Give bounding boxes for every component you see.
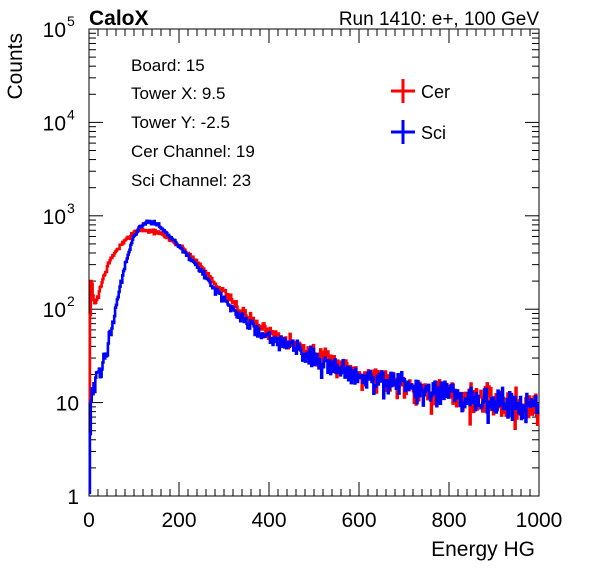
y-tick-label: 10 [43, 112, 66, 135]
info-line: Sci Channel: 23 [131, 171, 251, 190]
y-tick-label: 1 [67, 486, 79, 509]
legend: Cer Sci [391, 79, 450, 144]
x-tick-label: 600 [341, 509, 376, 532]
legend-label-sci: Sci [421, 123, 446, 143]
x-tick-label: 400 [251, 509, 286, 532]
y-tick-exponent: 2 [67, 293, 75, 309]
y-tick-exponent: 4 [67, 106, 75, 122]
x-tick-label: 800 [431, 509, 466, 532]
x-tick-label: 0 [83, 509, 95, 532]
y-tick-label: 10 [43, 299, 66, 322]
y-tick-exponent: 3 [67, 200, 75, 216]
x-tick-label: 200 [161, 509, 196, 532]
info-line: Board: 15 [131, 56, 205, 75]
left-title: CaloX [89, 7, 149, 30]
info-line: Tower Y: -2.5 [131, 113, 230, 132]
x-axis-label: Energy HG [431, 538, 535, 561]
y-tick-exponent: 5 [67, 13, 75, 29]
y-tick-label: 10 [56, 393, 79, 416]
series-layer [88, 219, 540, 495]
info-line: Cer Channel: 19 [131, 142, 255, 161]
y-axis-label: Counts [4, 33, 27, 100]
series-line-sci [88, 219, 540, 495]
info-box: Board: 15 Tower X: 9.5 Tower Y: -2.5 Cer… [120, 48, 360, 198]
y-tick-label: 10 [43, 19, 66, 42]
x-tick-label: 1000 [516, 509, 563, 532]
info-box-background [120, 48, 360, 198]
legend-label-cer: Cer [421, 82, 450, 102]
right-title: Run 1410: e+, 100 GeV [339, 9, 540, 30]
info-line: Tower X: 9.5 [131, 84, 226, 103]
y-tick-label: 10 [43, 206, 66, 229]
